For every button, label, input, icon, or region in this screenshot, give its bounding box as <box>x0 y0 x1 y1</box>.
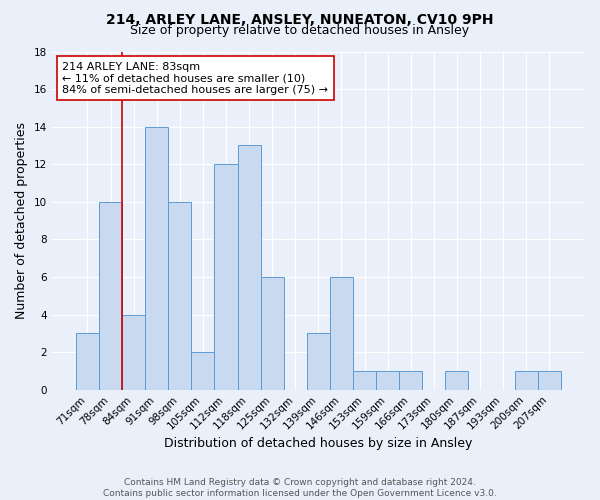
Bar <box>99 202 122 390</box>
Bar <box>260 277 284 390</box>
Text: Size of property relative to detached houses in Ansley: Size of property relative to detached ho… <box>130 24 470 37</box>
Bar <box>399 371 422 390</box>
Bar <box>122 314 145 390</box>
Text: 214, ARLEY LANE, ANSLEY, NUNEATON, CV10 9PH: 214, ARLEY LANE, ANSLEY, NUNEATON, CV10 … <box>106 12 494 26</box>
Bar <box>353 371 376 390</box>
Bar <box>238 146 260 390</box>
Bar <box>376 371 399 390</box>
Bar <box>330 277 353 390</box>
Bar <box>445 371 469 390</box>
Bar <box>168 202 191 390</box>
Bar <box>538 371 561 390</box>
Text: 214 ARLEY LANE: 83sqm
← 11% of detached houses are smaller (10)
84% of semi-deta: 214 ARLEY LANE: 83sqm ← 11% of detached … <box>62 62 328 95</box>
Bar <box>515 371 538 390</box>
Bar <box>307 334 330 390</box>
Text: Contains HM Land Registry data © Crown copyright and database right 2024.
Contai: Contains HM Land Registry data © Crown c… <box>103 478 497 498</box>
Bar <box>76 334 99 390</box>
Y-axis label: Number of detached properties: Number of detached properties <box>15 122 28 319</box>
Bar <box>145 126 168 390</box>
X-axis label: Distribution of detached houses by size in Ansley: Distribution of detached houses by size … <box>164 437 473 450</box>
Bar <box>191 352 214 390</box>
Bar <box>214 164 238 390</box>
